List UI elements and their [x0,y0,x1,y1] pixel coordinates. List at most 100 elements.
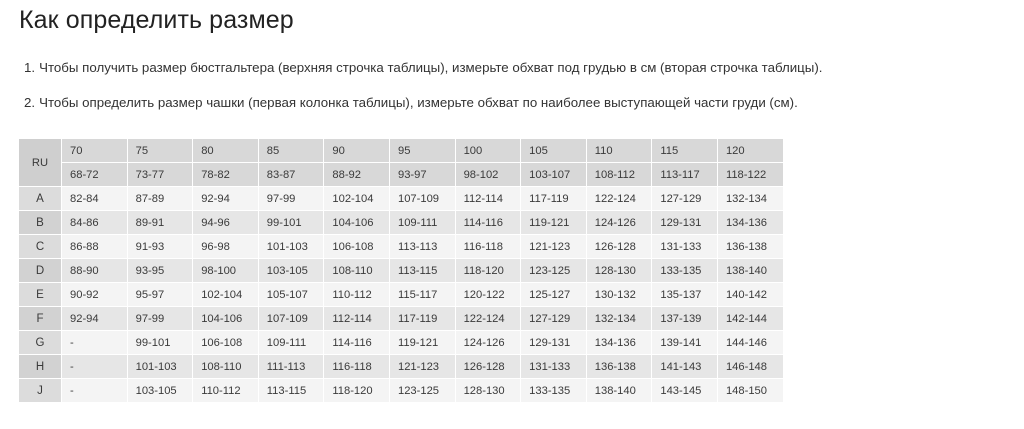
table-cell: 131-133 [520,354,587,379]
table-cell: 132-134 [585,306,653,331]
header-corner-ru: RU [18,138,62,187]
table-cell: 135-137 [651,282,718,307]
table-cell: 110-112 [323,282,390,307]
header-range-cell: 73-77 [126,162,194,187]
table-cell: 102-104 [323,186,390,211]
instructions-list: 1. Чтобы получить размер бюстгальтера (ве… [24,60,1014,111]
table-cell: 117-119 [388,306,456,331]
cup-size-label: F [18,306,62,331]
header-range-cell: 113-117 [651,162,718,187]
table-cell: 138-140 [585,378,653,403]
header-size-cell: 95 [388,138,456,163]
instruction-text: Чтобы определить размер чашки (первая ко… [39,95,798,110]
header-size-cell: 90 [323,138,390,163]
table-cell: 128-130 [454,378,522,403]
table-cell: 94-96 [192,210,259,235]
header-range-cell: 103-107 [520,162,587,187]
table-cell: 130-132 [585,282,653,307]
table-cell: 113-115 [388,258,456,283]
header-range-cell: 83-87 [257,162,325,187]
header-range-cell: 68-72 [61,162,128,187]
table-cell: 132-134 [716,186,784,211]
table-cell: 136-138 [585,354,653,379]
table-cell: 111-113 [257,354,325,379]
table-cell: 134-136 [716,210,784,235]
header-range-cell: 93-97 [388,162,456,187]
header-range-cell: 88-92 [323,162,390,187]
table-cell: 86-88 [61,234,128,259]
header-size-cell: 115 [651,138,718,163]
cup-size-label: A [18,186,62,211]
table-cell: 92-94 [61,306,128,331]
table-cell: - [61,330,128,355]
table-cell: 119-121 [520,210,587,235]
table-cell: 113-115 [257,378,325,403]
table-cell: 96-98 [192,234,259,259]
table-cell: 101-103 [126,354,194,379]
table-cell: 106-108 [323,234,390,259]
table-cell: 99-101 [257,210,325,235]
header-range-cell: 118-122 [716,162,784,187]
table-row: F 92-94 97-99 104-106 107-109 112-114 11… [18,306,784,331]
table-cell: 82-84 [61,186,128,211]
table-cell: 117-119 [520,186,587,211]
table-cell: 106-108 [192,330,259,355]
table-cell: 142-144 [716,306,784,331]
table-cell: 121-123 [520,234,587,259]
page-title: Как определить размер [19,6,294,34]
table-cell: 134-136 [585,330,653,355]
cup-size-label: E [18,282,62,307]
header-row-ranges: 68-72 73-77 78-82 83-87 88-92 93-97 98-1… [19,162,784,187]
header-row-sizes: RU 70 75 80 85 90 95 100 105 110 115 120 [18,138,784,187]
table-cell: - [61,378,128,403]
table-cell: 95-97 [126,282,194,307]
cup-size-label: D [18,258,62,283]
size-table-body: A 82-84 87-89 92-94 97-99 102-104 107-10… [18,186,784,403]
header-size-cell: 85 [257,138,325,163]
table-cell: 103-105 [126,378,194,403]
table-cell: 121-123 [388,354,456,379]
table-cell: 126-128 [585,234,653,259]
table-cell: 102-104 [192,282,259,307]
table-cell: 109-111 [257,330,325,355]
table-cell: 113-113 [388,234,456,259]
header-size-cell: 100 [454,138,522,163]
table-cell: 141-143 [651,354,718,379]
table-cell: 120-122 [454,282,522,307]
header-size-cell: 105 [520,138,587,163]
instruction-item-1: 1. Чтобы получить размер бюстгальтера (ве… [24,60,1014,76]
table-cell: 114-116 [323,330,390,355]
instruction-marker: 2. [24,95,36,110]
table-cell: 129-131 [651,210,718,235]
table-cell: 122-124 [454,306,522,331]
instruction-item-2: 2. Чтобы определить размер чашки (первая … [24,95,1014,111]
table-row: A 82-84 87-89 92-94 97-99 102-104 107-10… [18,186,784,211]
size-table: RU 70 75 80 85 90 95 100 105 110 115 120… [18,138,784,403]
table-cell: 116-118 [454,234,522,259]
cup-size-label: J [18,378,62,403]
table-cell: 123-125 [388,378,456,403]
table-cell: 99-101 [126,330,194,355]
size-table-head: RU 70 75 80 85 90 95 100 105 110 115 120… [18,138,784,187]
table-cell: 138-140 [716,258,784,283]
table-cell: 133-135 [651,258,718,283]
table-cell: 144-146 [716,330,784,355]
table-cell: 126-128 [454,354,522,379]
table-cell: 118-120 [454,258,522,283]
table-cell: 133-135 [520,378,587,403]
table-cell: 108-110 [192,354,259,379]
header-size-cell: 120 [716,138,784,163]
header-size-cell: 75 [126,138,194,163]
cup-size-label: G [18,330,62,355]
table-cell: 103-105 [257,258,325,283]
table-row: D 88-90 93-95 98-100 103-105 108-110 113… [18,258,784,283]
table-cell: 112-114 [454,186,522,211]
table-cell: 97-99 [126,306,194,331]
table-row: G - 99-101 106-108 109-111 114-116 119-1… [18,330,784,355]
cup-size-label: B [18,210,62,235]
table-cell: 146-148 [716,354,784,379]
table-cell: 137-139 [651,306,718,331]
table-cell: 88-90 [61,258,128,283]
table-cell: 118-120 [323,378,390,403]
